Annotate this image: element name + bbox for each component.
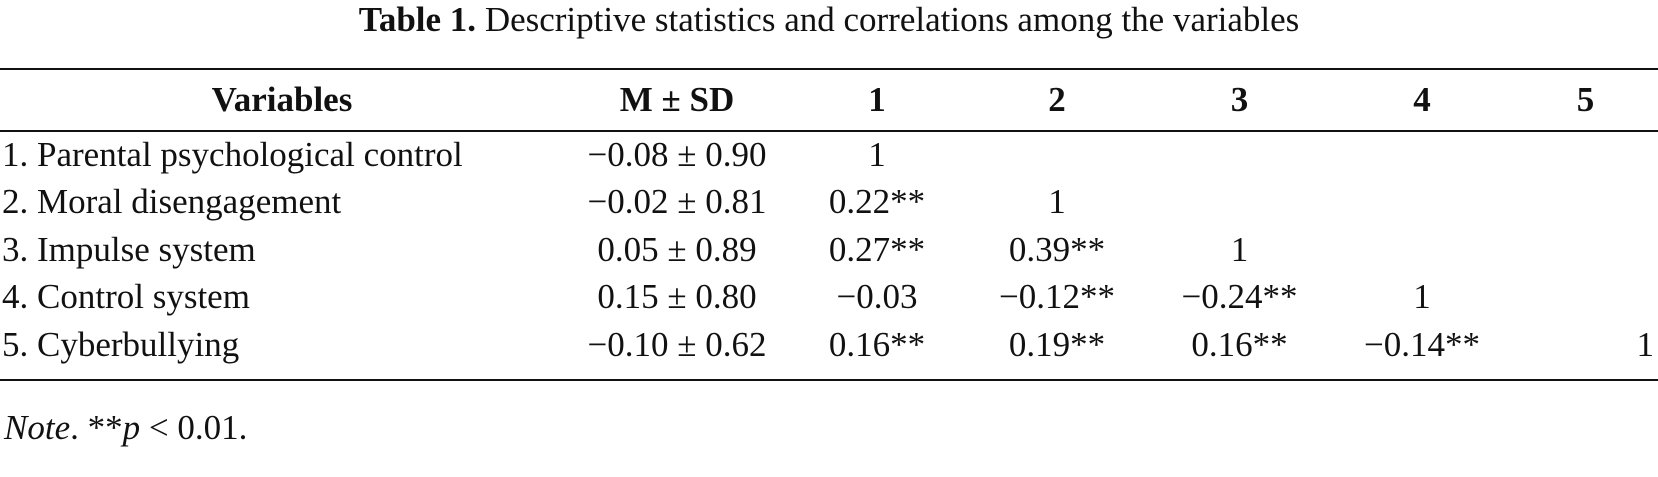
cell-corr-2: 0.19** [1008,324,1106,364]
cell-corr-5 [1517,226,1658,274]
cell-m-sd: 0.15 ± 0.80 [597,277,757,317]
note-threshold: < 0.01. [140,408,248,447]
table-caption-text: Descriptive statistics and correlations … [484,0,1300,39]
header-col-5: 5 [1517,70,1658,132]
cell-corr-4: −0.14** [1364,324,1480,364]
table-caption-label: Table 1. [358,0,477,39]
note-p-symbol: p [122,408,141,447]
note-stars: ** [87,408,123,447]
table-header-row: Variables M ± SD 1 2 3 4 5 [0,70,1658,132]
cell-corr-2: −0.12** [999,277,1115,317]
cell-variable: 4. Control system [2,277,250,317]
cell-corr-4 [1327,179,1517,227]
header-variables: Variables [0,70,562,132]
table-row: 2. Moral disengagement −0.02 ± 0.81 0.22… [0,179,1658,227]
table-note: Note. **p < 0.01. [4,405,247,450]
cell-variable: 5. Cyberbullying [2,324,240,364]
cell-corr-4 [1327,131,1517,179]
cell-corr-1: 0.22** [828,182,926,222]
header-col-3: 3 [1152,70,1327,132]
cell-corr-3: 0.16** [1191,324,1288,364]
note-label: Note [4,408,71,447]
cell-corr-5 [1517,179,1658,227]
table-bottom-rule [0,379,1658,381]
table-caption: Table 1. Descriptive statistics and corr… [0,0,1658,50]
cell-corr-5 [1517,274,1658,322]
cell-m-sd: 0.05 ± 0.89 [597,229,757,269]
cell-corr-3 [1152,131,1327,179]
note-separator: . [70,408,88,447]
table-row: 1. Parental psychological control −0.08 … [0,131,1658,179]
cell-m-sd: −0.10 ± 0.62 [587,324,767,364]
cell-corr-2: 0.39** [1008,229,1106,269]
cell-corr-1: 0.16** [828,324,926,364]
cell-m-sd: −0.08 ± 0.90 [587,135,767,175]
cell-m-sd: −0.02 ± 0.81 [587,182,767,222]
cell-corr-3: 1 [1230,229,1249,269]
header-col-4: 4 [1327,70,1517,132]
cell-corr-2 [962,131,1152,179]
table-row: 5. Cyberbullying −0.10 ± 0.62 0.16** 0.1… [0,321,1658,369]
header-col-2: 2 [962,70,1152,132]
cell-corr-4 [1327,226,1517,274]
table-row: 4. Control system 0.15 ± 0.80 −0.03 −0.1… [0,274,1658,322]
cell-corr-4: 1 [1413,277,1431,317]
header-col-1: 1 [792,70,962,132]
cell-variable: 1. Parental psychological control [2,135,463,175]
cell-variable: 3. Impulse system [2,229,256,269]
cell-corr-1: 1 [868,135,886,175]
cell-corr-2: 1 [1048,182,1066,222]
header-m-sd: M ± SD [562,70,792,132]
cell-corr-5 [1517,131,1658,179]
cell-corr-1: 0.27** [828,229,926,269]
cell-variable: 2. Moral disengagement [2,182,342,222]
cell-corr-3: −0.24** [1181,277,1298,317]
table-top-rule [0,68,1658,70]
cell-corr-1: −0.03 [836,277,918,317]
cell-corr-5: 1 [1636,324,1655,364]
table-row: 3. Impulse system 0.05 ± 0.89 0.27** 0.3… [0,226,1658,274]
descriptive-statistics-table: Variables M ± SD 1 2 3 4 5 1. Parental p… [0,70,1658,369]
cell-corr-3 [1152,179,1327,227]
